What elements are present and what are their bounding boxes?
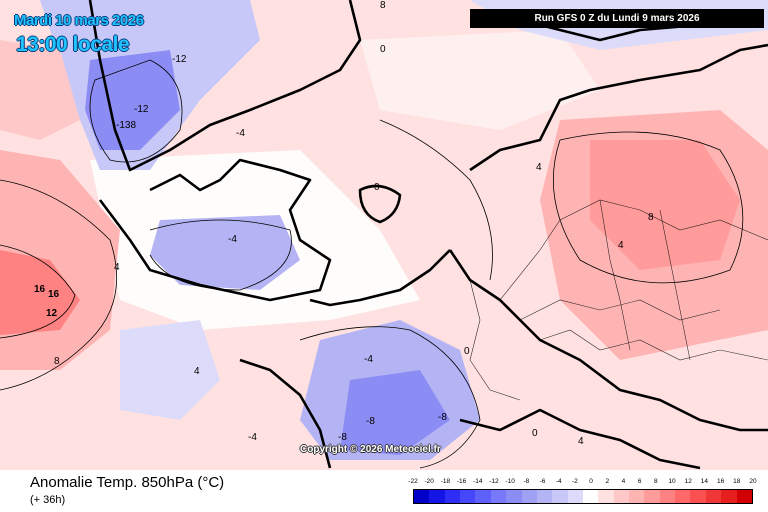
- colorbar-tick-label: 18: [733, 478, 741, 485]
- contour-label: 4: [536, 162, 542, 173]
- colorbar-swatch: [613, 490, 630, 503]
- colorbar-tick-labels: -22 -20 -18 -16 -14 -12 -10 -8 -6 -4 -2 0 2 4 6 8 10 12 14…: [408, 478, 757, 488]
- colorbar-tick-label: -14: [473, 478, 483, 485]
- contour-label: 8: [380, 0, 386, 11]
- contour-label: -4: [228, 234, 237, 245]
- forecast-time: 13:00 locale: [16, 33, 130, 56]
- country-borders: [469, 199, 768, 401]
- colorbar-swatch: [705, 490, 722, 503]
- lead-time: (+ 36h): [30, 494, 66, 506]
- contour-label: -8: [366, 416, 375, 427]
- colorbar-swatch: [552, 490, 568, 503]
- colorbar-swatch: [444, 490, 461, 503]
- contour-labels: -12 -12 -138 16 16 12 8 4 -4 0 4 8 4 -8 …: [34, 0, 654, 447]
- cold-anomaly-iberia-core: [340, 370, 450, 455]
- colorbar-tick-label: 6: [637, 478, 642, 485]
- colorbar-tick-label: -22: [408, 478, 418, 485]
- coast-iceland: [358, 184, 402, 224]
- forecast-date: Mardi 10 mars 2026: [14, 12, 144, 29]
- colorbar-tick-label: 4: [621, 478, 626, 485]
- contour-label: 0: [464, 346, 470, 357]
- colorbar-tick-label: -6: [539, 478, 546, 485]
- contour-label: -138: [116, 120, 136, 131]
- contour-label: 8: [648, 212, 654, 223]
- contour-label: 16: [48, 289, 60, 300]
- contour-label: -4: [364, 354, 373, 365]
- colorbar-swatch: [736, 490, 752, 503]
- colorbar-swatch: [460, 490, 476, 503]
- contour-label: -4: [248, 432, 257, 443]
- colorbar-tick-label: 20: [749, 478, 757, 485]
- colorbar-swatch: [414, 490, 430, 503]
- colorbar-tick-label: -18: [440, 478, 451, 485]
- colorbar-tick-label: -4: [555, 478, 562, 485]
- colorbar-tick-label: 16: [716, 478, 725, 485]
- colorbar-swatch: [475, 490, 491, 503]
- coast-greenland: [88, 0, 362, 172]
- field-title: Anomalie Temp. 850hPa (°C): [30, 474, 225, 491]
- contour-label: 4: [194, 366, 200, 377]
- colorbar-swatch: [506, 490, 522, 503]
- warm-anomaly-russia-core: [590, 140, 740, 270]
- contour-label: 4: [114, 262, 120, 273]
- temperature-anomaly-map[interactable]: -12 -12 -138 16 16 12 8 4 -4 0 4 8 4 -8 …: [0, 0, 768, 470]
- colorbar-legend: [413, 489, 753, 504]
- coastlines: [88, 0, 768, 470]
- colorbar-swatch: [690, 490, 706, 503]
- colorbar-tick-label: 14: [700, 478, 709, 485]
- contour-label: 4: [578, 436, 584, 447]
- contour-label: 8: [54, 356, 60, 367]
- colorbar-swatch: [521, 490, 537, 503]
- colorbar-tick-label: 2: [605, 478, 610, 485]
- colorbar-tick-label: -2: [572, 478, 578, 485]
- colorbar-tick-label: 12: [684, 478, 692, 485]
- colorbar-tick-label: 10: [668, 478, 676, 485]
- contour-label: 4: [618, 240, 624, 251]
- colorbar-swatch: [721, 490, 737, 503]
- coast-europe: [448, 249, 768, 432]
- contour-label: -12: [134, 104, 149, 115]
- colorbar-tick-label: 8: [654, 478, 658, 485]
- contour-label: -4: [236, 128, 245, 139]
- colorbar-tick-label: -16: [456, 478, 467, 485]
- coast-labrador: [98, 158, 332, 302]
- warm-anomaly-greenland-west: [0, 40, 80, 140]
- colorbar-swatch: [659, 490, 676, 503]
- contour-label: 0: [380, 44, 386, 55]
- colorbar-swatch: [598, 490, 614, 503]
- warm-anomaly-west-atlantic-core: [0, 250, 80, 335]
- colorbar-tick-label: 0: [589, 478, 593, 485]
- coast-norway: [469, 43, 768, 172]
- colorbar-tick-label: -10: [505, 478, 515, 485]
- colorbar-tick-label: -8: [523, 478, 530, 485]
- coast-north-america: [309, 249, 451, 307]
- contour-label: -12: [172, 54, 187, 65]
- colorbar-tick-label: -12: [489, 478, 499, 485]
- contour-label: 0: [532, 428, 538, 439]
- colorbar-swatch: [490, 490, 507, 503]
- neutral-zone-north: [360, 30, 600, 130]
- colorbar-swatch: [567, 490, 583, 503]
- contour-label: 0: [374, 182, 380, 193]
- cold-anomaly-mid-atlantic: [120, 320, 220, 420]
- colorbar-swatch: [429, 490, 445, 503]
- isotherm-contours: [0, 59, 744, 469]
- copyright-notice: Copyright © 2026 Meteociel.fr: [300, 444, 441, 455]
- contour-label: 16: [34, 284, 46, 295]
- contour-label: -8: [338, 432, 347, 443]
- colorbar-swatch: [675, 490, 691, 503]
- contour-label: -8: [438, 412, 447, 423]
- coast-mediterranean: [459, 408, 701, 470]
- colorbar-tick-label: -20: [424, 478, 434, 485]
- colorbar-swatch: [644, 490, 660, 503]
- colorbar-swatch: [629, 490, 645, 503]
- model-run-info: Run GFS 0 Z du Lundi 9 mars 2026: [470, 9, 764, 28]
- cold-anomaly-labrador-sea: [150, 215, 300, 290]
- coast-iberia: [239, 358, 332, 469]
- colorbar-swatch: [582, 490, 599, 503]
- contour-label: 12: [46, 308, 58, 319]
- colorbar-swatch: [536, 490, 553, 503]
